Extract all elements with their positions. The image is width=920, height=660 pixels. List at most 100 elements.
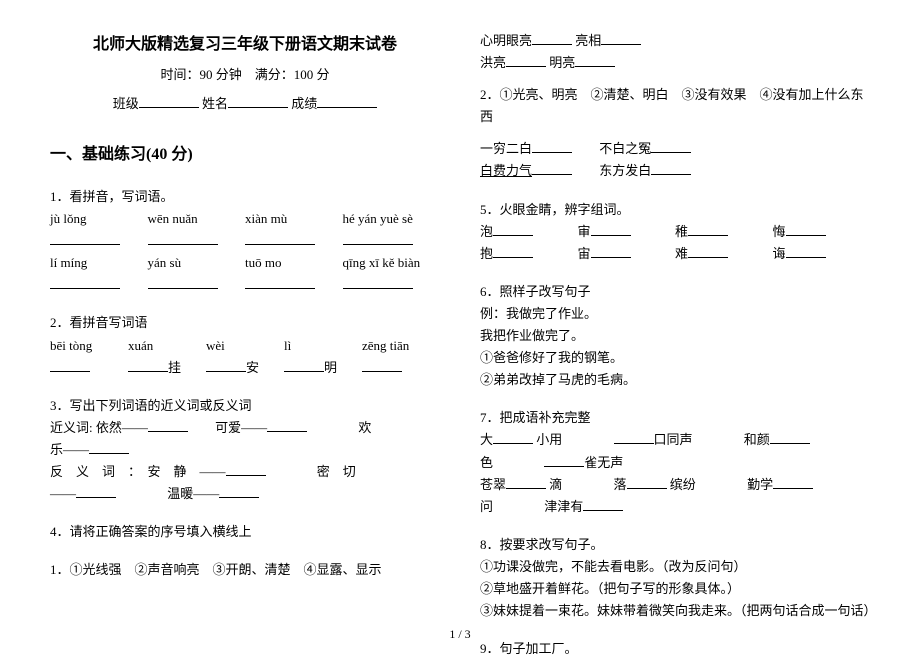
rt-l2a: 洪亮	[480, 55, 506, 70]
q3-l1a: 近义词: 依然——	[50, 420, 148, 435]
section-1-heading: 一、基础练习(40 分)	[50, 140, 440, 164]
q2-p5: zēng tiān	[362, 335, 440, 357]
q3-blank	[89, 440, 129, 454]
right-column: 心明眼亮 亮相 洪亮 明亮 2．①光亮、明亮 ②清楚、明白 ③没有效果 ④没有加…	[480, 30, 870, 610]
q6-ex2: 我把作业做完了。	[480, 325, 870, 347]
q1: 1．看拼音，写词语。 jù lǒng wēn nuǎn xiàn mù hé y…	[50, 186, 440, 296]
rt-r1a: 一穷二白	[480, 141, 532, 156]
q5-blank	[786, 222, 826, 236]
q3-blank	[226, 462, 266, 476]
right-top-block: 心明眼亮 亮相 洪亮 明亮	[480, 30, 870, 74]
q2-p3: wèi	[206, 335, 284, 357]
q1-r2c1: lí míng	[50, 252, 148, 274]
score-label: 成绩	[291, 96, 317, 111]
q3-l1c: 欢	[358, 420, 371, 435]
q1-blank	[245, 231, 315, 245]
q2-s1: 挂	[168, 360, 181, 375]
q1-blank	[50, 275, 120, 289]
q7-r1b: 小用	[536, 432, 562, 447]
q4-opts: 1．①光线强 ②声音响亮 ③开朗、清楚 ④显露、显示	[50, 559, 440, 581]
q1-blank	[50, 231, 120, 245]
q1-r1c1: jù lǒng	[50, 208, 148, 230]
q3: 3．写出下列词语的近义词或反义词 近义词: 依然—— 可爱—— 欢 乐—— 反 …	[50, 395, 440, 505]
q2-blank	[284, 358, 324, 372]
q5-blank	[591, 222, 631, 236]
q3-l2d: 温暖——	[167, 486, 219, 501]
q3-blank	[219, 484, 259, 498]
q7-r1c: 口同声	[654, 432, 693, 447]
q5-r2c2: 宙	[578, 246, 591, 261]
rt-blank	[601, 31, 641, 45]
q5-r2c1: 抱	[480, 246, 493, 261]
q1-blank	[343, 275, 413, 289]
q4: 4．请将正确答案的序号填入横线上	[50, 521, 440, 543]
q7-r2: 色 雀无声	[480, 452, 870, 474]
rt-l1: 心明眼亮 亮相	[480, 30, 870, 52]
q7-r3e: 勤学	[747, 477, 773, 492]
rt-r1b: 不白之冤	[599, 141, 651, 156]
q1-r2c2: yán sù	[148, 252, 246, 274]
q2-blank	[128, 358, 168, 372]
rt-r1: 一穷二白 不白之冤	[480, 138, 870, 160]
q8-s1: ①功课没做完，不能去看电影。（改为反问句）	[480, 556, 870, 578]
q3-line2: 反 义 词 ： 安 静 —— 密 切	[50, 461, 440, 483]
q7-r2a: 色	[480, 455, 493, 470]
q5-blank	[688, 222, 728, 236]
q5-row1: 泡 审 稚 悔	[480, 221, 870, 243]
q3-l2a: 反 义 词 ： 安 静 ——	[50, 464, 226, 479]
rt-blank	[532, 161, 572, 175]
rt-blank	[575, 53, 615, 67]
q6-ex: 例：我做完了作业。	[480, 303, 870, 325]
q5-r2c4: 诲	[773, 246, 786, 261]
q2-label: 2．看拼音写词语	[50, 312, 440, 334]
q7-r3d: 缤纷	[670, 477, 696, 492]
q7-blank	[773, 475, 813, 489]
rt-blank	[651, 161, 691, 175]
q7-label: 7．把成语补充完整	[480, 407, 870, 429]
q7-blank	[627, 475, 667, 489]
q2-blanks: 挂 安 明	[50, 357, 440, 379]
q3-l1d: 乐——	[50, 442, 89, 457]
q8-s3: ③妹妹提着一束花。妹妹带着微笑向我走来。（把两句话合成一句话）	[480, 600, 870, 622]
q1-label: 1．看拼音，写词语。	[50, 186, 440, 208]
q3-l1b: 可爱——	[215, 420, 267, 435]
q1-row2: lí míng yán sù tuō mo qīng xī kě biàn	[50, 252, 440, 274]
q7-blank	[770, 430, 810, 444]
q1-blank	[148, 275, 218, 289]
q1-r1c2: wēn nuǎn	[148, 208, 246, 230]
q7: 7．把成语补充完整 大 小用 口同声 和颜 色 雀无声 苍翠 滴 落 缤纷 勤学…	[480, 407, 870, 517]
q6-s1: ①爸爸修好了我的钢笔。	[480, 347, 870, 369]
class-label: 班级	[113, 96, 139, 111]
q8-label: 8．按要求改写句子。	[480, 534, 870, 556]
q5-r1c3: 稚	[675, 224, 688, 239]
rt-r2a: 白费力气	[480, 163, 532, 178]
q8-s2: ②草地盛开着鲜花。（把句子写的形象具体。）	[480, 578, 870, 600]
q3-blank	[267, 418, 307, 432]
q2-blank	[206, 358, 246, 372]
q7-blank	[614, 430, 654, 444]
q3-label: 3．写出下列词语的近义词或反义词	[50, 395, 440, 417]
rt-l2b: 明亮	[549, 55, 575, 70]
q5-blank	[591, 244, 631, 258]
q3-line1: 近义词: 依然—— 可爱—— 欢	[50, 417, 440, 439]
q1-row1: jù lǒng wēn nuǎn xiàn mù hé yán yuè sè	[50, 208, 440, 230]
class-blank	[139, 94, 199, 108]
q1-blank	[343, 231, 413, 245]
q7-r2b: 雀无声	[584, 455, 623, 470]
rt-blank	[532, 139, 572, 153]
q5-blank	[493, 222, 533, 236]
q5-r1c1: 泡	[480, 224, 493, 239]
q2-p2: xuán	[128, 335, 206, 357]
q1-blank-row2	[50, 274, 440, 296]
q7-r3: 苍翠 滴 落 缤纷 勤学	[480, 474, 870, 496]
rt-blank	[506, 53, 546, 67]
q7-r3b: 滴	[549, 477, 562, 492]
q6-s2: ②弟弟改掉了马虎的毛病。	[480, 369, 870, 391]
q7-blank	[493, 430, 533, 444]
q5-r1c4: 悔	[773, 224, 786, 239]
name-label: 姓名	[202, 96, 228, 111]
q5-blank	[688, 244, 728, 258]
exam-title: 北师大版精选复习三年级下册语文期末试卷	[50, 30, 440, 54]
rt-r2: 白费力气 东方发白	[480, 160, 870, 182]
q7-r3a: 苍翠	[480, 477, 506, 492]
